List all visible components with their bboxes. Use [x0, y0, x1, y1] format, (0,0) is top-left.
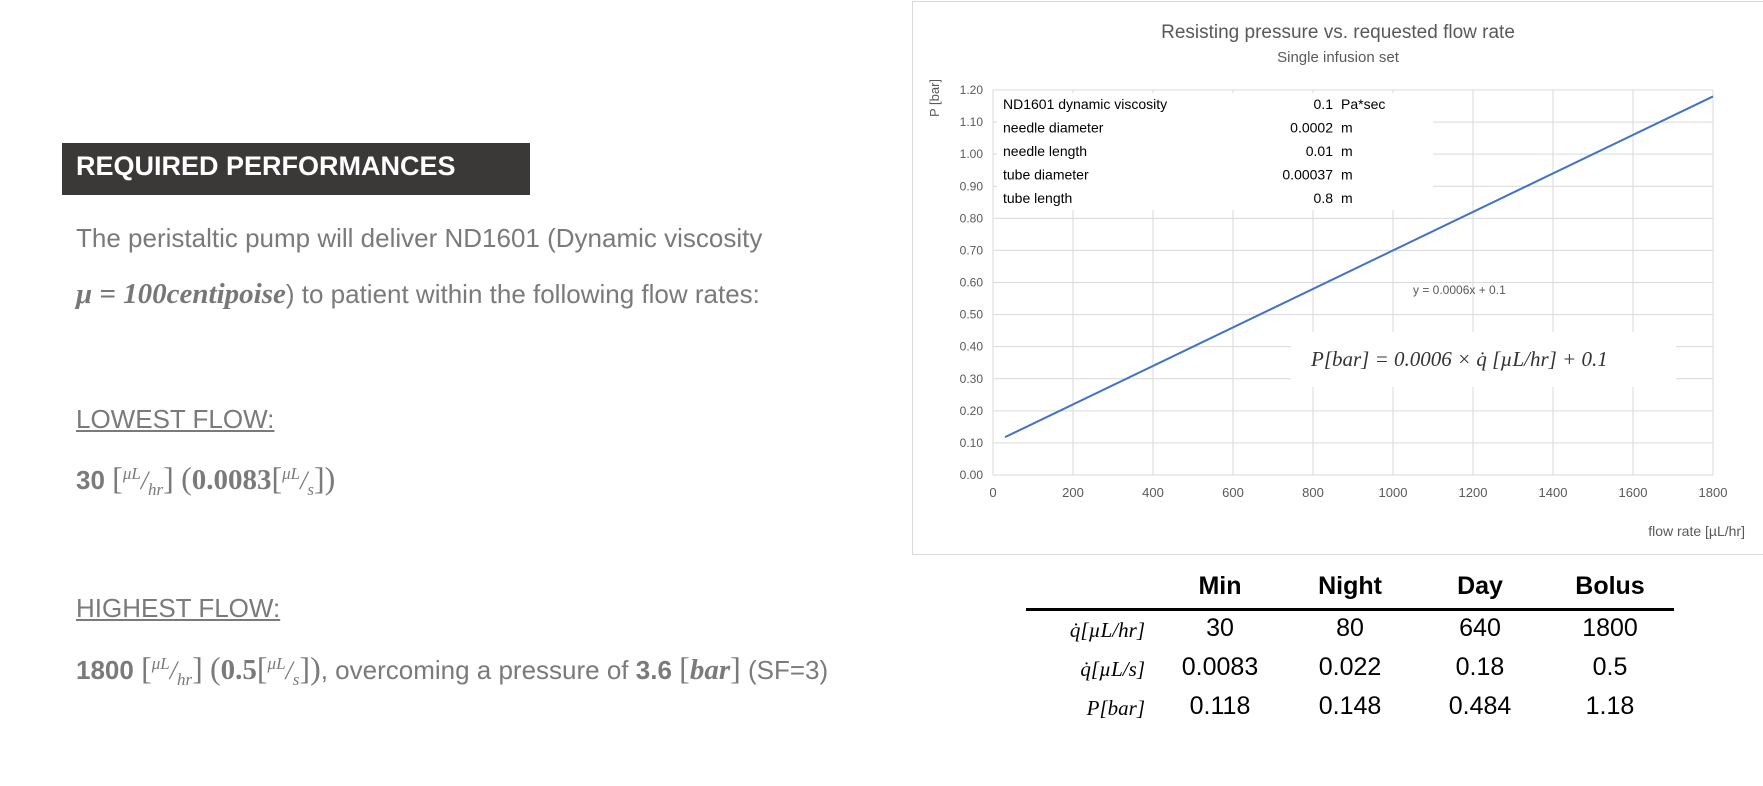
- param-name: needle diameter: [1003, 120, 1104, 136]
- lowest-flow-s: 0.0083: [191, 464, 272, 496]
- highest-flow-label: HIGHEST FLOW:: [76, 593, 281, 623]
- table-cell: 0.022: [1318, 653, 1382, 681]
- table-header: Day: [1457, 572, 1503, 600]
- table-header: Bolus: [1575, 572, 1645, 600]
- param-value: 0.1: [1314, 96, 1334, 112]
- y-tick-label: 1.00: [960, 147, 984, 161]
- trendline-label: y = 0.0006x + 0.1: [1413, 283, 1506, 297]
- chart-svg: 0.000.100.200.300.400.500.600.700.800.90…: [927, 22, 1745, 539]
- table-cell: 0.148: [1318, 692, 1382, 720]
- param-unit: m: [1341, 143, 1353, 159]
- lowest-flow-hr: 30: [76, 465, 105, 495]
- section-header: REQUIRED PERFORMANCES: [76, 151, 456, 181]
- table-header: Night: [1318, 572, 1382, 600]
- highest-flow-value: 1800 [μL/hr] (0.5[μL/s]), overcoming a p…: [76, 650, 829, 689]
- lowest-flow-value: 30 [μL/hr] (0.0083[μL/s]): [76, 460, 336, 499]
- table-cell: 30: [1206, 614, 1234, 642]
- param-unit: m: [1341, 190, 1353, 206]
- y-tick-label: 0.10: [960, 436, 984, 450]
- highest-flow-hr: 1800: [76, 655, 134, 685]
- x-tick-label: 1600: [1619, 485, 1648, 500]
- lowest-flow-label: LOWEST FLOW:: [76, 404, 275, 434]
- params-box: [997, 93, 1433, 210]
- param-name: tube length: [1003, 190, 1072, 206]
- series-line: [1004, 95, 1714, 439]
- param-unit: m: [1341, 120, 1353, 136]
- flow-table: Min Night Day Bolus q̇[µL/hr] 30 80 640 1800 q̇[…: [1020, 570, 1680, 730]
- x-axis-label: flow rate [µL/hr]: [1648, 523, 1745, 539]
- x-tick-label: 400: [1142, 485, 1164, 500]
- param-value: 0.8: [1314, 190, 1334, 206]
- intro-line-1: The peristaltic pump will deliver ND1601…: [76, 223, 763, 253]
- x-tick-label: 1400: [1539, 485, 1568, 500]
- table-header: Min: [1198, 572, 1242, 600]
- param-name: ND1601 dynamic viscosity: [1003, 96, 1167, 112]
- table-cell: 640: [1459, 614, 1501, 642]
- y-tick-label: 0.20: [960, 404, 984, 418]
- param-name: tube diameter: [1003, 167, 1089, 183]
- unit-ul-per-hr: μL/hr: [122, 464, 164, 499]
- table-rule: [1026, 608, 1674, 611]
- table-row-label: P[bar]: [1086, 696, 1145, 720]
- x-tick-label: 1800: [1699, 485, 1728, 500]
- param-value: 0.00037: [1282, 167, 1333, 183]
- table-row-label: q̇[µL/hr]: [1069, 618, 1145, 642]
- table-cell: 0.5: [1592, 653, 1628, 681]
- param-value: 0.0002: [1290, 120, 1333, 136]
- x-tick-label: 600: [1222, 485, 1244, 500]
- x-tick-label: 0: [989, 485, 996, 500]
- y-tick-label: 0.40: [960, 340, 984, 354]
- equation-box: [1291, 332, 1676, 387]
- unit-ul-per-s: μL/s: [282, 464, 314, 499]
- x-tick-label: 200: [1062, 485, 1084, 500]
- table-cell: 0.18: [1455, 653, 1505, 681]
- table-cell: 0.0083: [1181, 653, 1259, 681]
- highest-pressure-value: 3.6: [635, 655, 672, 685]
- highest-flow-mid: , overcoming a pressure of: [320, 655, 636, 685]
- table-cell: 1.18: [1585, 692, 1635, 720]
- param-unit: m: [1341, 167, 1353, 183]
- y-tick-label: 0.60: [960, 276, 984, 290]
- param-value: 0.01: [1306, 143, 1333, 159]
- y-tick-label: 1.10: [960, 115, 984, 129]
- y-tick-label: 0.80: [960, 211, 984, 225]
- unit-ul-per-hr: μL/hr: [151, 654, 193, 689]
- viscosity-formula: μ = 100centipoise: [76, 278, 286, 310]
- equation-text: P[bar] = 0.0006 × q̇ [µL/hr] + 0.1: [1310, 347, 1608, 371]
- chart-subtitle: Single infusion set: [1277, 49, 1400, 66]
- table-cell: 1800: [1582, 614, 1638, 642]
- intro-line-2-rest: ) to patient within the following flow r…: [285, 279, 760, 309]
- x-tick-label: 1000: [1379, 485, 1408, 500]
- x-tick-label: 1200: [1459, 485, 1488, 500]
- y-tick-label: 0.50: [960, 308, 984, 322]
- y-tick-label: 1.20: [960, 83, 984, 97]
- intro-line-2: μ = 100centipoise) to patient within the…: [76, 278, 760, 311]
- chart-title: Resisting pressure vs. requested flow ra…: [1161, 22, 1515, 43]
- y-tick-label: 0.00: [960, 468, 984, 482]
- table-cell: 80: [1336, 614, 1364, 642]
- table-cell: 0.484: [1448, 692, 1512, 720]
- y-axis-label: P [bar]: [927, 79, 942, 117]
- safety-factor: (SF=3): [740, 655, 829, 685]
- x-tick-label: 800: [1302, 485, 1324, 500]
- y-tick-label: 0.30: [960, 372, 984, 386]
- table-cell: 0.118: [1189, 692, 1251, 720]
- unit-ul-per-s: μL/s: [267, 654, 300, 689]
- param-unit: Pa*sec: [1341, 96, 1385, 112]
- pressure-unit: bar: [689, 654, 731, 686]
- param-name: needle length: [1003, 143, 1087, 159]
- highest-flow-s: 0.5: [220, 654, 257, 686]
- y-tick-label: 0.70: [960, 243, 984, 257]
- chart-panel: 0.00 0.10 0.20 0.30 0.40 0.50 0.60 0.70 0.80 0.90…: [912, 1, 1763, 555]
- y-tick-label: 0.90: [960, 179, 984, 193]
- section-header-bar: [62, 143, 530, 195]
- table-row-label: q̇[µL/s]: [1080, 657, 1145, 681]
